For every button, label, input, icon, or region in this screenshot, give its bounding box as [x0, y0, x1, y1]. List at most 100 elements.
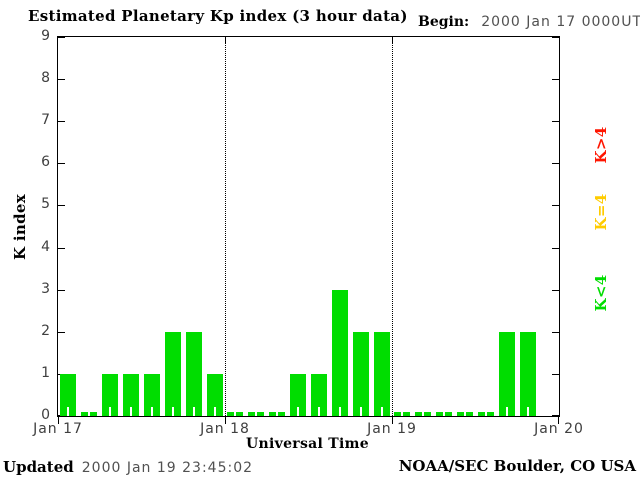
- bar-baseline-notch: [171, 407, 174, 416]
- bar-baseline-notch: [150, 407, 153, 416]
- bar-baseline-notch: [255, 407, 258, 416]
- updated-label: Updated: [3, 458, 74, 476]
- begin-annotation: Begin: 2000 Jan 17 0000UT: [418, 11, 640, 30]
- bar-baseline-notch: [130, 407, 133, 416]
- chart-title: Estimated Planetary Kp index (3 hour dat…: [28, 7, 408, 25]
- credit-text: NOAA/SEC Boulder, CO USA: [398, 457, 636, 475]
- y-axis-tick: [552, 37, 559, 38]
- y-axis-tick: [58, 248, 65, 249]
- x-tick-label: Jan 17: [33, 421, 83, 437]
- kp-bar-jan19-0: [394, 407, 411, 416]
- kp-bar-jan18-5: [331, 290, 348, 416]
- bar-baseline-notch: [192, 407, 195, 416]
- kp-bar-jan18-2: [269, 407, 286, 416]
- kp-bar-jan19-1: [415, 407, 432, 416]
- x-tick-label: Jan 18: [200, 421, 250, 437]
- bar-baseline-notch: [317, 407, 320, 416]
- bar-baseline-notch: [276, 407, 279, 416]
- kp-bar-jan17-4: [143, 374, 160, 416]
- kp-bar-jan17-7: [206, 374, 223, 416]
- y-axis-tick: [58, 290, 65, 291]
- legend-item-1: K=4: [592, 193, 610, 231]
- updated-timestamp: 2000 Jan 19 23:45:02: [81, 460, 254, 476]
- legend-item-0: K>4: [592, 126, 610, 164]
- y-tick-label: 5: [41, 196, 50, 213]
- x-axis-tick: [558, 417, 559, 424]
- y-axis-title: K index: [11, 194, 29, 260]
- x-tick-label: Jan 20: [534, 421, 584, 437]
- bar-baseline-notch: [109, 407, 112, 416]
- kp-bar-jan17-2: [102, 374, 119, 416]
- plot-area: 0 1 2 3 4 5 6 7 8 9 Jan 17 Jan 18 Jan 19 Jan 20: [33, 29, 583, 437]
- y-axis-tick: [552, 332, 559, 333]
- bar-baseline-notch: [234, 407, 237, 416]
- bar-baseline-notch: [464, 407, 467, 416]
- x-axis-title: Universal Time: [246, 436, 369, 452]
- y-axis-tick: [552, 374, 559, 375]
- bar-baseline-notch: [526, 407, 529, 416]
- x-tick-label: Jan 19: [367, 421, 417, 437]
- kp-bar-jan19-2: [436, 407, 453, 416]
- bar-baseline-notch: [359, 407, 362, 416]
- x-axis-tick: [392, 417, 393, 424]
- bar-baseline-notch: [67, 407, 70, 416]
- day-boundary-line: [392, 37, 393, 416]
- y-tick-label: 0: [41, 407, 50, 423]
- y-tick-label: 1: [41, 364, 50, 381]
- kp-bar-jan18-0: [227, 407, 244, 416]
- bar-baseline-notch: [380, 407, 383, 416]
- bar-baseline-notch: [443, 407, 446, 416]
- legend-item-2: K<4: [592, 274, 610, 312]
- y-axis-tick: [552, 290, 559, 291]
- y-axis-tick: [552, 163, 559, 164]
- bar-baseline-notch: [505, 407, 508, 416]
- kp-bar-jan17-3: [123, 374, 140, 416]
- begin-value: 2000 Jan 17 0000UT: [481, 14, 640, 30]
- x-axis-top-tick: [225, 37, 226, 43]
- kp-bar-jan19-3: [457, 407, 474, 416]
- kp-bar-jan18-3: [290, 374, 307, 416]
- x-axis-tick: [225, 417, 226, 424]
- bar-baseline-notch: [297, 407, 300, 416]
- y-axis-tick: [552, 248, 559, 249]
- updated-annotation: Updated 2000 Jan 19 23:45:02: [3, 457, 253, 476]
- kp-bar-jan17-0: [60, 374, 77, 416]
- y-tick-label: 4: [41, 238, 50, 255]
- y-axis-tick: [552, 79, 559, 80]
- y-axis-tick: [552, 121, 559, 122]
- y-axis-tick: [58, 121, 65, 122]
- kp-bar-jan17-5: [164, 332, 181, 416]
- y-tick-label: 8: [41, 70, 50, 87]
- kp-bar-jan19-4: [477, 407, 494, 416]
- bar-baseline-notch: [88, 407, 91, 416]
- y-axis-tick: [58, 79, 65, 80]
- y-axis-tick: [552, 205, 559, 206]
- bar-baseline-notch: [422, 407, 425, 416]
- begin-label: Begin:: [418, 14, 470, 30]
- bar-baseline-notch: [484, 407, 487, 416]
- bar-baseline-notch: [213, 407, 216, 416]
- y-tick-label: 9: [41, 28, 50, 44]
- kp-bar-jan17-1: [81, 407, 98, 416]
- y-axis-tick: [58, 205, 65, 206]
- y-tick-label: 6: [41, 154, 50, 171]
- bar-baseline-notch: [401, 407, 404, 416]
- x-axis-top-tick: [392, 37, 393, 43]
- kp-bar-jan18-6: [352, 332, 369, 416]
- y-tick-label: 2: [41, 322, 50, 339]
- y-axis-tick: [58, 37, 65, 38]
- kp-bar-jan17-6: [185, 332, 202, 416]
- bar-baseline-notch: [338, 407, 341, 416]
- y-axis-tick: [552, 415, 559, 416]
- kp-bar-jan18-4: [310, 374, 327, 416]
- y-axis-tick: [58, 163, 65, 164]
- kp-bar-jan19-5: [498, 332, 515, 416]
- x-axis-tick: [58, 417, 59, 424]
- y-tick-label: 3: [41, 280, 50, 297]
- kp-bar-jan18-1: [248, 407, 265, 416]
- y-axis-tick: [58, 332, 65, 333]
- y-tick-label: 7: [41, 112, 50, 129]
- kp-bar-jan19-6: [519, 332, 536, 416]
- kp-bar-jan18-7: [373, 332, 390, 416]
